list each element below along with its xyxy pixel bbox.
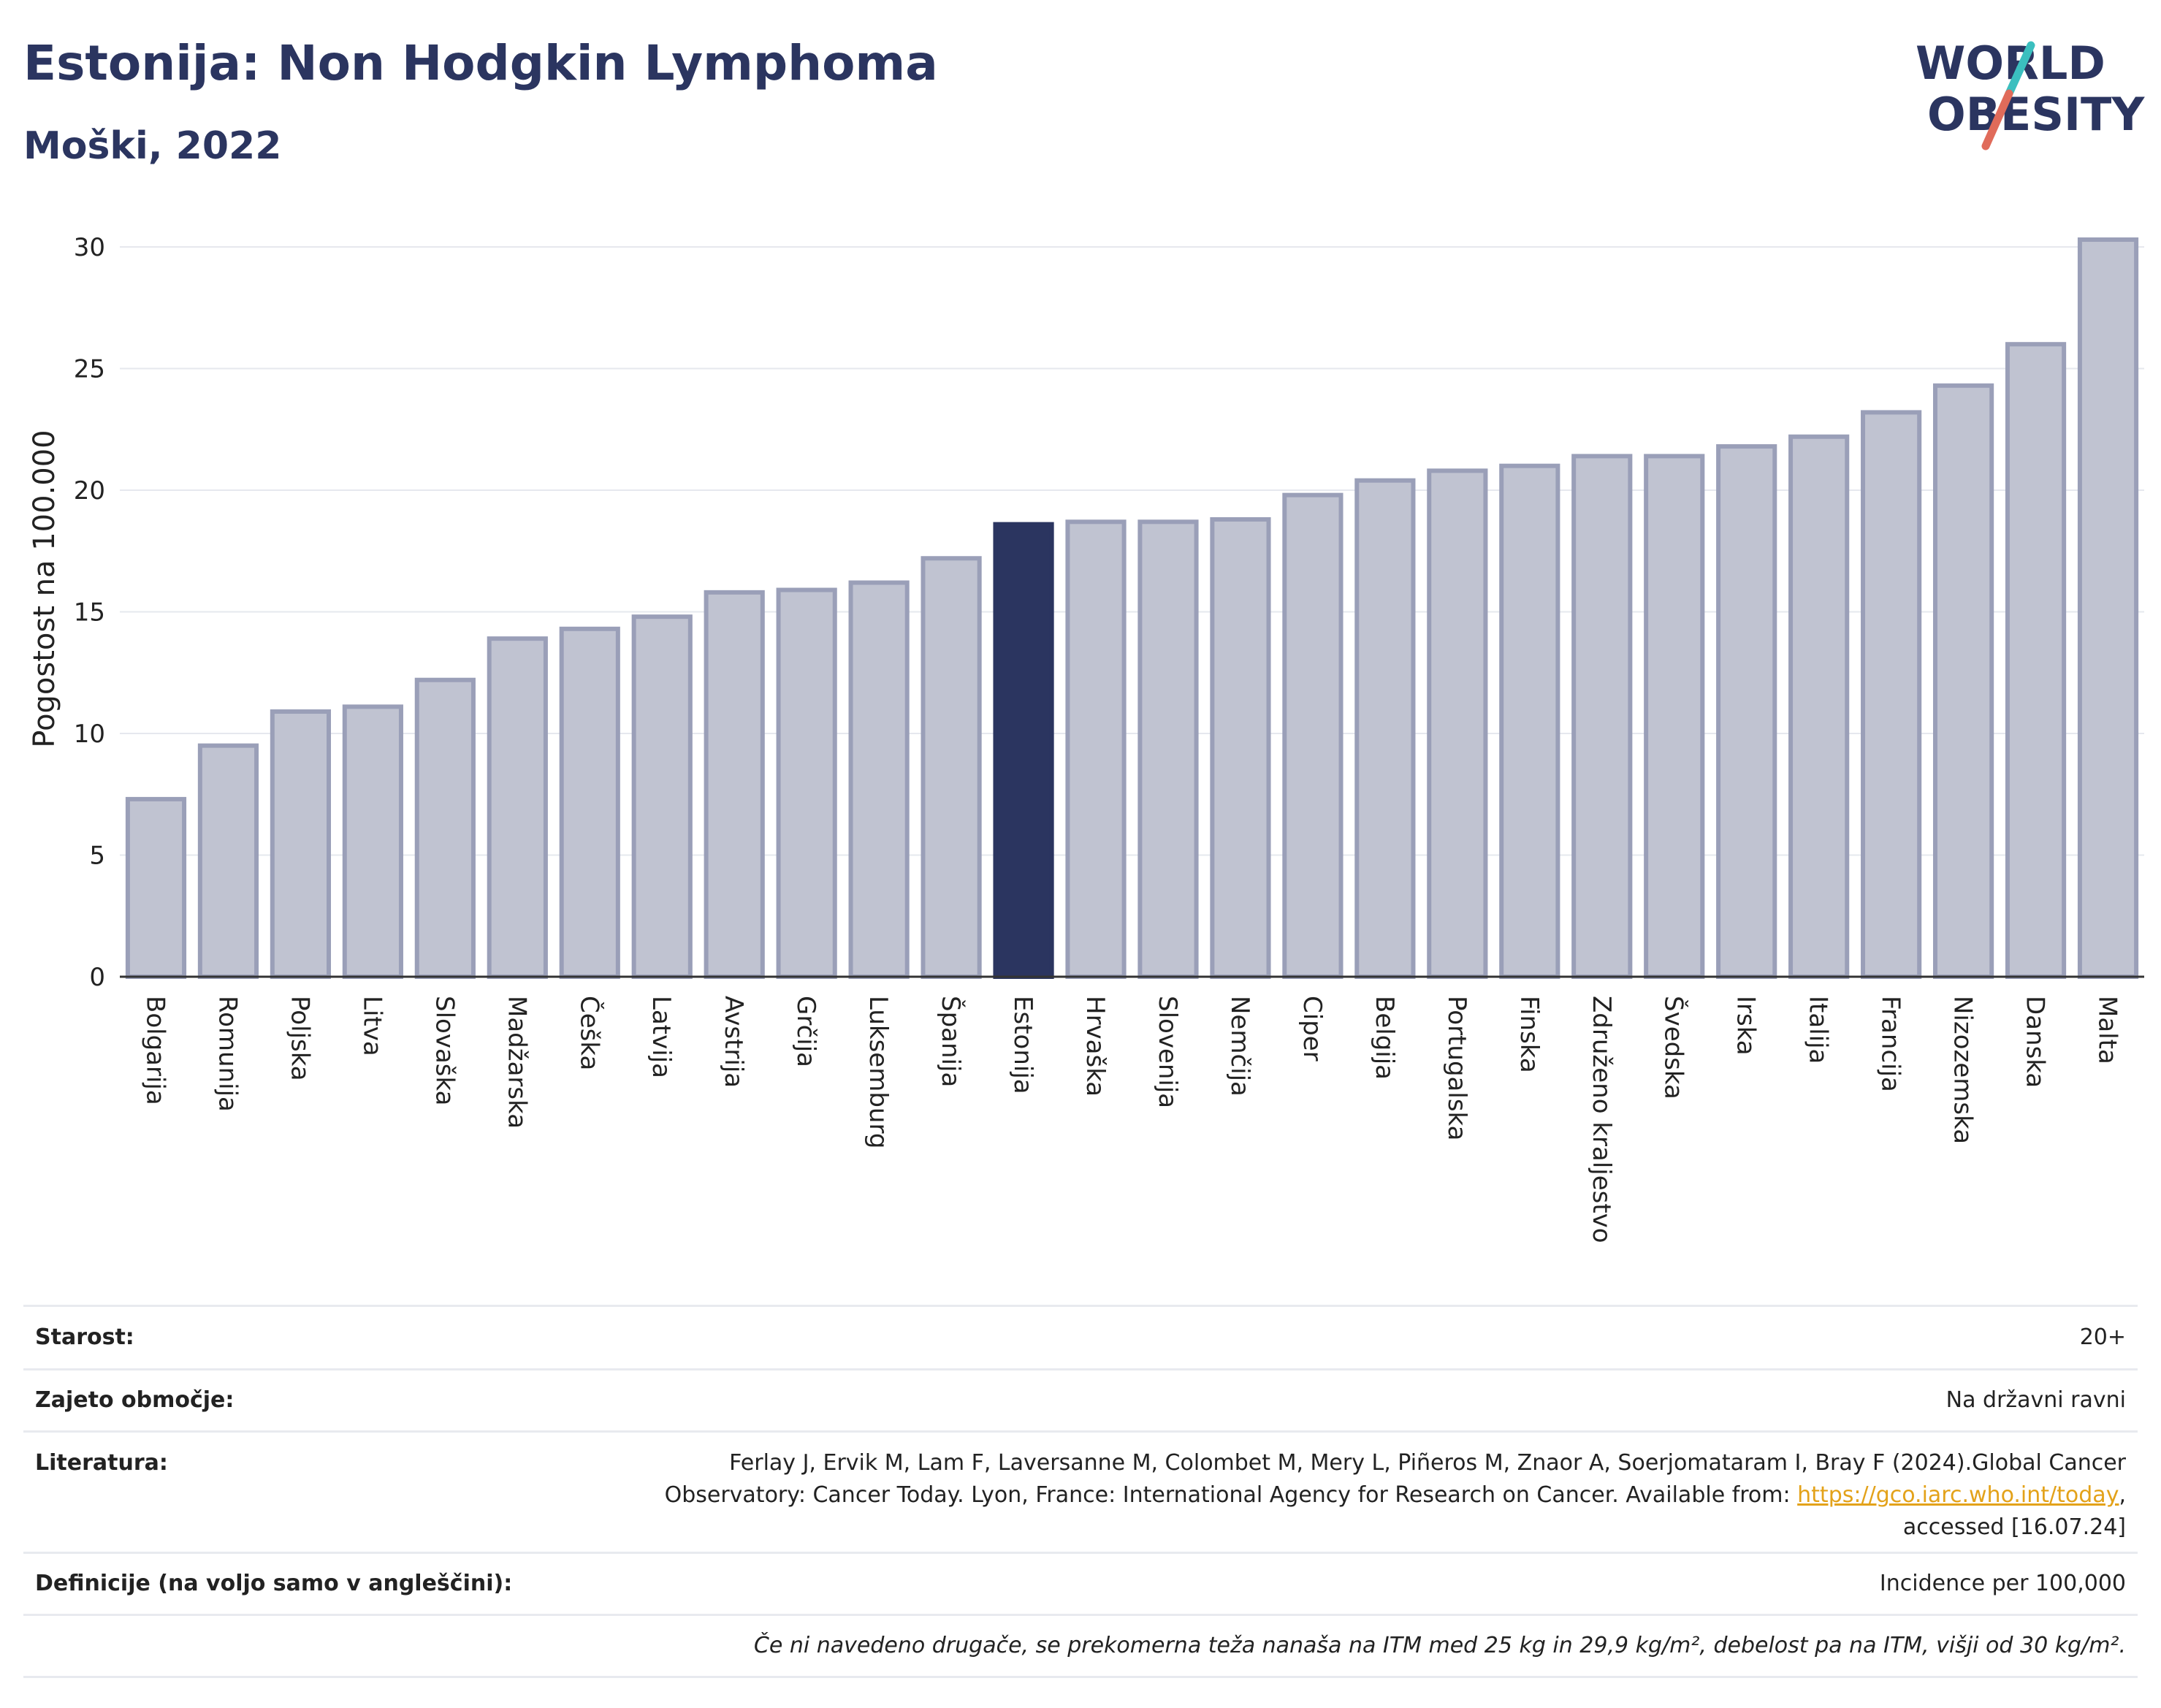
y-tick-label: 25	[74, 355, 105, 384]
y-axis-label: Pogostost na 100.000	[28, 430, 61, 747]
x-tick-label: Romunija	[213, 996, 242, 1112]
x-tick-label: Nemčija	[1225, 996, 1254, 1097]
bar-danska[interactable]	[2005, 342, 2067, 979]
bar-avstrija[interactable]	[704, 590, 765, 979]
definitions-value: Incidence per 100,000	[1879, 1571, 2126, 1596]
info-table: Starost: 20+ Zajeto območje: Na državni …	[23, 1305, 2138, 1678]
y-tick-label: 10	[74, 720, 105, 749]
bar-francija[interactable]	[1861, 410, 1922, 979]
x-tick-label: Ciper	[1297, 996, 1327, 1061]
bar-švedska[interactable]	[1644, 454, 1705, 979]
bar-italija[interactable]	[1788, 434, 1850, 979]
x-tick-label: Irska	[1731, 996, 1761, 1056]
world-obesity-logo: WORLD OBESITY	[1916, 37, 2145, 150]
y-tick-label: 5	[89, 842, 105, 871]
x-tick-label: Hrvaška	[1080, 996, 1110, 1097]
y-axis-ticks: 0 5 10 15 20 25 30	[74, 233, 105, 992]
x-tick-label: Portugalska	[1442, 996, 1471, 1140]
info-row-note: Če ni navedeno drugače, se prekomerna te…	[23, 1614, 2138, 1678]
bar-latvija[interactable]	[631, 614, 693, 979]
x-tick-label: Italija	[1804, 996, 1833, 1064]
bars	[125, 237, 2139, 980]
x-tick-label: Nizozemska	[1948, 996, 1978, 1144]
x-tick-label: Francija	[1876, 996, 1905, 1092]
x-tick-label: Danska	[2021, 996, 2050, 1088]
y-tick-label: 15	[74, 598, 105, 628]
x-tick-label: Avstrija	[719, 996, 748, 1088]
x-tick-label: Malta	[2093, 996, 2122, 1064]
y-tick-label: 30	[74, 233, 105, 262]
x-tick-label: Latvija	[647, 996, 676, 1078]
x-tick-label: Finska	[1514, 996, 1544, 1073]
reference-line2: Observatory: Cancer Today. Lyon, France:…	[665, 1479, 2126, 1511]
page-subtitle: Moški, 2022	[23, 124, 282, 168]
bar-slovaška[interactable]	[414, 677, 476, 979]
reference-value: Ferlay J, Ervik M, Lam F, Laversanne M, …	[665, 1447, 2138, 1544]
x-tick-label: Poljska	[285, 996, 314, 1081]
bar-španija[interactable]	[921, 556, 982, 979]
x-tick-label: Luksemburg	[864, 996, 893, 1148]
info-row-reference: Literatura: Ferlay J, Ervik M, Lam F, La…	[23, 1430, 2138, 1552]
x-tick-label: Belgija	[1370, 996, 1399, 1080]
bar-belgija[interactable]	[1354, 478, 1416, 979]
info-row-age: Starost: 20+	[23, 1305, 2138, 1368]
bmi-note: Če ni navedeno drugače, se prekomerna te…	[753, 1633, 2126, 1658]
reference-line2-text: Observatory: Cancer Today. Lyon, France:…	[664, 1482, 1798, 1508]
bar-litva[interactable]	[342, 704, 403, 979]
x-tick-label: Češka	[574, 996, 604, 1070]
bar-slovenija[interactable]	[1137, 519, 1199, 979]
logo-line2: OBESITY	[1927, 88, 2145, 141]
x-tick-label: Litva	[357, 996, 386, 1056]
x-tick-label: Bolgarija	[140, 996, 169, 1105]
x-tick-label: Grčija	[791, 996, 820, 1067]
logo-slash-teal-icon	[2005, 41, 2035, 98]
bar-hrvaška[interactable]	[1065, 519, 1127, 979]
age-label: Starost:	[35, 1324, 134, 1350]
bar-poljska[interactable]	[270, 709, 332, 980]
x-tick-label: Slovaška	[430, 996, 459, 1105]
bar-češka[interactable]	[559, 626, 620, 979]
bar-chart: 0 5 10 15 20 25 30 Bolgarija Romunija Poljska Lit…	[28, 233, 2144, 1243]
y-tick-label: 20	[74, 476, 105, 506]
x-tick-label: Španija	[936, 996, 966, 1087]
area-value: Na državni ravni	[1945, 1387, 2126, 1413]
reference-label: Literatura:	[35, 1450, 168, 1476]
reference-line3: accessed [16.07.24]	[1902, 1514, 2126, 1540]
bar-nizozemska[interactable]	[1932, 383, 1994, 979]
bar-malta[interactable]	[2077, 237, 2139, 979]
bar-romunija[interactable]	[197, 743, 259, 980]
reference-link[interactable]: https://gco.iarc.who.int/today	[1797, 1482, 2119, 1508]
x-axis-ticks: Bolgarija Romunija Poljska Litva Slovaška Mad…	[140, 996, 2122, 1243]
x-tick-label: Švedska	[1659, 996, 1689, 1099]
info-row-area: Zajeto območje: Na državni ravni	[23, 1368, 2138, 1430]
info-row-definitions: Definicije (na voljo samo v angleščini):…	[23, 1552, 2138, 1614]
reference-line2-end: ,	[2119, 1482, 2126, 1508]
bar-estonija[interactable]	[993, 522, 1054, 979]
x-tick-label: Združeno kraljestvo	[1587, 996, 1616, 1243]
bar-združeno-kraljestvo[interactable]	[1571, 454, 1633, 979]
age-value: 20+	[2079, 1324, 2126, 1350]
bar-ciper[interactable]	[1282, 492, 1344, 979]
page-title: Estonija: Non Hodgkin Lymphoma	[23, 35, 938, 91]
area-label: Zajeto območje:	[35, 1387, 235, 1413]
bar-portugalska[interactable]	[1427, 468, 1488, 979]
bar-luksemburg[interactable]	[848, 580, 910, 979]
x-tick-label: Slovenija	[1153, 996, 1182, 1108]
x-tick-label: Madžarska	[502, 996, 531, 1129]
logo-slash-coral-icon	[1981, 89, 2013, 150]
bar-nemčija[interactable]	[1210, 516, 1271, 979]
bar-bolgarija[interactable]	[125, 796, 187, 980]
y-tick-label: 0	[89, 963, 105, 992]
bar-grčija[interactable]	[776, 587, 837, 979]
x-tick-label: Estonija	[1008, 996, 1037, 1094]
bar-madžarska[interactable]	[487, 636, 548, 979]
bar-finska[interactable]	[1499, 463, 1560, 979]
bar-irska[interactable]	[1716, 444, 1777, 979]
definitions-label: Definicije (na voljo samo v angleščini):	[35, 1571, 513, 1596]
reference-line1: Ferlay J, Ervik M, Lam F, Laversanne M, …	[729, 1450, 2126, 1476]
